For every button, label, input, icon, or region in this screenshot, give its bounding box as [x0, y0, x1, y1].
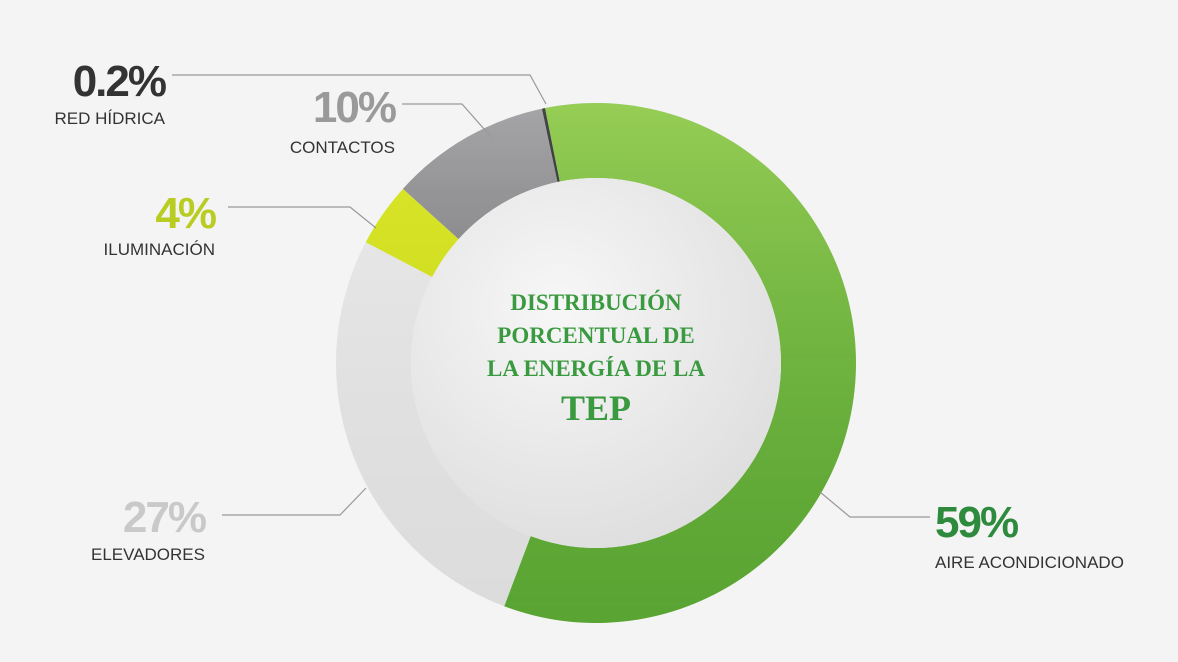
leader-line [172, 74, 547, 105]
value-label: 10% [313, 83, 396, 132]
category-label: RED HÍDRICA [54, 109, 165, 128]
category-label: CONTACTOS [290, 138, 395, 157]
category-label: ILUMINACIÓN [104, 240, 215, 259]
labels: 59% AIRE ACONDICIONADO 27% ELEVADORES 4% ILUM… [54, 57, 1123, 572]
chart-title: DISTRIBUCIÓN [510, 289, 682, 315]
chart-title: TEP [561, 388, 631, 428]
value-label: 4% [155, 189, 215, 238]
leader-line [819, 491, 930, 518]
chart-title: PORCENTUAL DE [497, 323, 694, 348]
category-label: AIRE ACONDICIONADO [935, 553, 1124, 572]
category-label: ELEVADORES [91, 545, 205, 564]
leader-line [228, 206, 377, 229]
value-label: 59% [935, 498, 1018, 547]
leader-line [402, 103, 493, 139]
value-label: 0.2% [73, 57, 166, 106]
chart-title: LA ENERGÍA DE LA [487, 356, 705, 381]
center-disc [411, 178, 781, 548]
value-label: 27% [123, 493, 206, 542]
leader-line [222, 487, 367, 516]
